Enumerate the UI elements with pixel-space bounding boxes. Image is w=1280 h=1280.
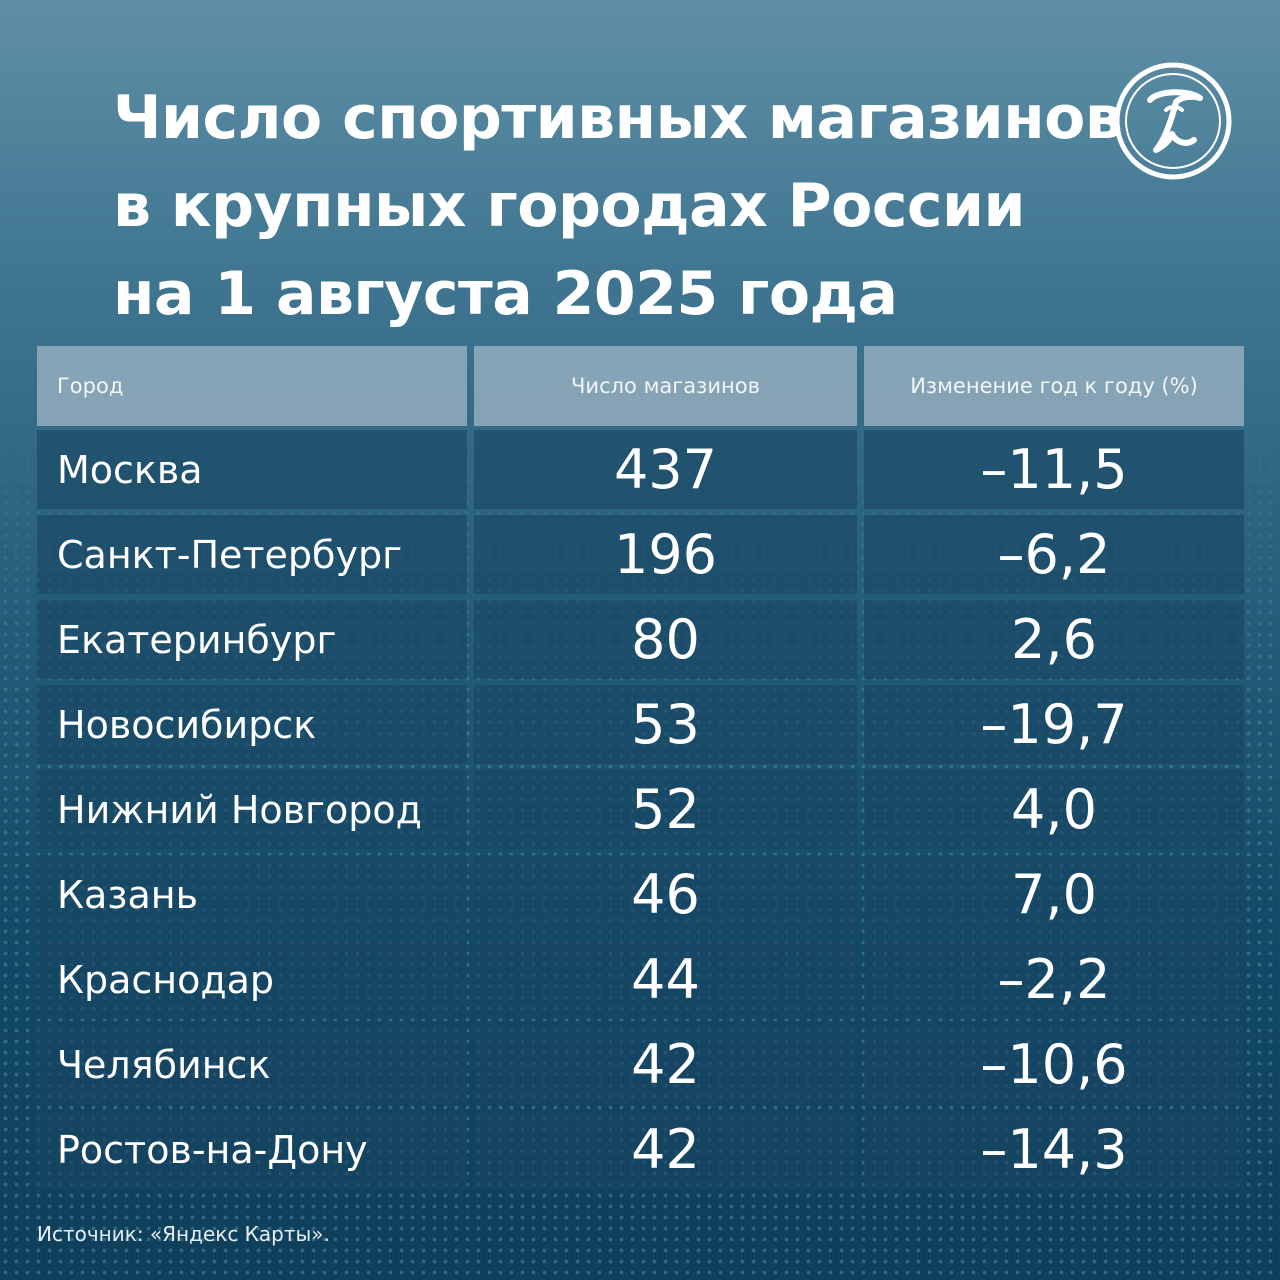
- stores-table: Город Число магазинов Изменение год к го…: [37, 346, 1244, 1195]
- header-change: Изменение год к году (%): [864, 346, 1244, 426]
- table-row: Ростов-на-Дону 42 –14,3: [37, 1110, 1244, 1189]
- count-cell: 53: [474, 685, 857, 764]
- change-cell: –2,2: [864, 940, 1244, 1019]
- change-cell: –19,7: [864, 685, 1244, 764]
- change-cell: –11,5: [864, 430, 1244, 509]
- table-row: Нижний Новгород 52 4,0: [37, 770, 1244, 849]
- city-cell: Краснодар: [37, 940, 467, 1019]
- page-title: Число спортивных магазинов в крупных гор…: [113, 74, 1123, 338]
- table-row: Санкт-Петербург 196 –6,2: [37, 515, 1244, 594]
- city-cell: Санкт-Петербург: [37, 515, 467, 594]
- change-cell: 2,6: [864, 600, 1244, 679]
- count-cell: 52: [474, 770, 857, 849]
- count-cell: 42: [474, 1025, 857, 1104]
- source-note: Источник: «Яндекс Карты».: [37, 1222, 330, 1246]
- city-cell: Новосибирск: [37, 685, 467, 764]
- city-cell: Москва: [37, 430, 467, 509]
- count-cell: 437: [474, 430, 857, 509]
- city-cell: Екатеринбург: [37, 600, 467, 679]
- table-row: Казань 46 7,0: [37, 855, 1244, 934]
- table-row: Челябинск 42 –10,6: [37, 1025, 1244, 1104]
- count-cell: 46: [474, 855, 857, 934]
- change-cell: 4,0: [864, 770, 1244, 849]
- city-cell: Челябинск: [37, 1025, 467, 1104]
- table-row: Краснодар 44 –2,2: [37, 940, 1244, 1019]
- table-header-row: Город Число магазинов Изменение год к го…: [37, 346, 1244, 426]
- title-line-3: на 1 августа 2025 года: [113, 259, 898, 329]
- count-cell: 44: [474, 940, 857, 1019]
- city-cell: Ростов-на-Дону: [37, 1110, 467, 1189]
- table-row: Новосибирск 53 –19,7: [37, 685, 1244, 764]
- city-cell: Казань: [37, 855, 467, 934]
- count-cell: 80: [474, 600, 857, 679]
- city-cell: Нижний Новгород: [37, 770, 467, 849]
- title-line-1: Число спортивных магазинов: [113, 83, 1123, 153]
- change-cell: 7,0: [864, 855, 1244, 934]
- header-count: Число магазинов: [474, 346, 857, 426]
- title-line-2: в крупных городах России: [113, 171, 1026, 241]
- table-row: Екатеринбург 80 2,6: [37, 600, 1244, 679]
- count-cell: 196: [474, 515, 857, 594]
- table-row: Москва 437 –11,5: [37, 430, 1244, 509]
- publisher-logo-icon: [1114, 62, 1232, 180]
- change-cell: –10,6: [864, 1025, 1244, 1104]
- count-cell: 42: [474, 1110, 857, 1189]
- change-cell: –6,2: [864, 515, 1244, 594]
- header-city: Город: [37, 346, 467, 426]
- change-cell: –14,3: [864, 1110, 1244, 1189]
